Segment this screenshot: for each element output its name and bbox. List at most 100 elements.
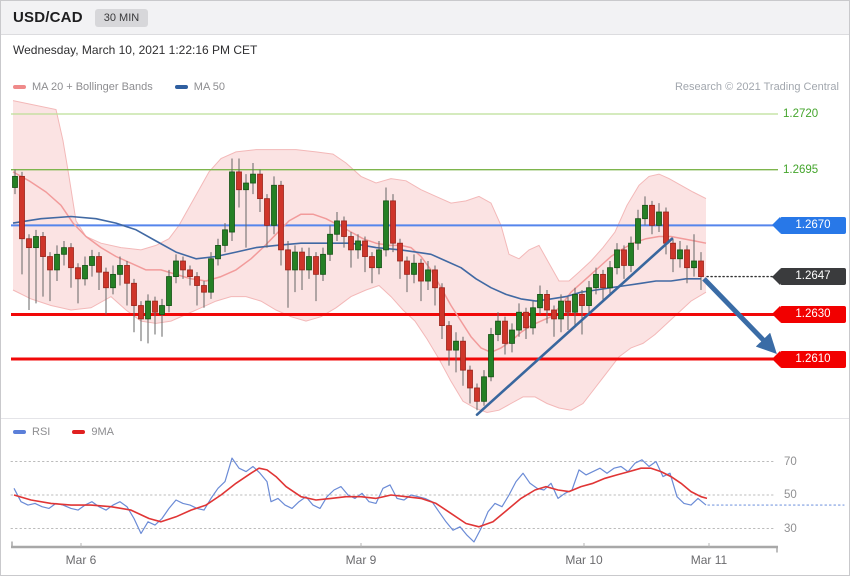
candle-body: [474, 387, 480, 402]
candle-body: [670, 242, 676, 260]
bollinger-lower-edge: [12, 284, 707, 414]
x-axis-label-mar-9: Mar 9: [345, 553, 377, 567]
rsi-panel-divider: [1, 418, 849, 419]
forecast-arrow: [702, 277, 777, 355]
candle-body: [236, 171, 242, 191]
candle-body: [47, 256, 53, 271]
candle-body: [166, 276, 172, 306]
candle-body: [579, 294, 585, 306]
candle-body: [572, 294, 578, 313]
candle-body: [488, 334, 494, 378]
ma20-bollinger-swatch-icon: [13, 85, 26, 89]
candle-body: [586, 287, 592, 306]
candle-body: [159, 305, 165, 315]
candle-body: [663, 211, 669, 244]
price-tag-value: 1.2670: [780, 216, 846, 234]
price-tag-tip-icon: [772, 217, 780, 234]
candles: [12, 158, 704, 411]
candle-body: [152, 300, 158, 313]
candle-body: [411, 262, 417, 275]
candle-body: [362, 240, 368, 257]
candle-body: [460, 340, 466, 371]
credit-label: Research © 2021 Trading Central: [674, 81, 839, 93]
candle-body: [537, 294, 543, 309]
legend-item-ma20-bollinger: MA 20 + Bollinger Bands: [13, 81, 153, 93]
candle-body: [691, 260, 697, 269]
candle-body: [684, 249, 690, 269]
candle-body: [565, 300, 571, 313]
candle-body: [26, 238, 32, 249]
candle-body: [117, 265, 123, 275]
candle-body: [320, 253, 326, 275]
candle-body: [628, 242, 634, 266]
candle-body: [208, 258, 214, 293]
ma50-swatch-icon: [174, 85, 188, 89]
candle-body: [194, 276, 200, 286]
candle-body: [418, 262, 424, 282]
price-tag-tip-icon: [772, 268, 780, 285]
candle-body: [110, 273, 116, 289]
price-tag-value: 1.2647: [780, 268, 846, 286]
candle-body: [453, 340, 459, 351]
candle-body: [103, 271, 109, 289]
bollinger-band: [13, 100, 706, 413]
candle-body: [621, 249, 627, 266]
trendline: [475, 237, 674, 416]
candle-body: [495, 320, 501, 335]
candle-body: [257, 173, 263, 200]
candle-body: [544, 294, 550, 311]
rsi-legend: RSI 9MA: [13, 426, 136, 438]
candle-body: [89, 256, 95, 266]
price-tag-tip-icon: [772, 306, 780, 323]
candle-body: [348, 236, 354, 251]
candle-body: [264, 198, 270, 226]
candle-body: [390, 200, 396, 244]
header: USD/CAD 30 MIN: [1, 1, 849, 35]
candle-body: [82, 265, 88, 280]
candle-body: [271, 184, 277, 226]
candle-body: [54, 253, 60, 271]
rsi-grid-label-30: 30: [784, 522, 797, 535]
candle-body: [642, 204, 648, 220]
candle-body: [201, 285, 207, 293]
rsi-9ma-swatch-icon: [72, 430, 86, 434]
candle-body: [243, 182, 249, 191]
rsi-grid-label-50: 50: [784, 489, 797, 501]
datetime-label: Wednesday, March 10, 2021 1:22:16 PM CET: [13, 43, 258, 57]
price-tag-1.2647: 1.2647: [772, 268, 846, 286]
candle-body: [600, 273, 606, 289]
bollinger-upper-edge: [12, 100, 707, 282]
legend-label: MA 50: [193, 81, 225, 93]
candle-body: [551, 309, 557, 320]
rsi-swatch-icon: [13, 430, 26, 434]
candle-body: [369, 256, 375, 269]
candle-body: [614, 249, 620, 269]
candle-body: [516, 311, 522, 331]
candle-body: [425, 269, 431, 282]
rsi-9ma-line: [13, 467, 708, 528]
candle-body: [33, 236, 39, 249]
candle-body: [285, 249, 291, 271]
candle-body: [306, 256, 312, 271]
candle-body: [68, 247, 74, 269]
candle-body: [530, 307, 536, 329]
candle-body: [635, 218, 641, 244]
candle-body: [481, 376, 487, 402]
symbol-title: USD/CAD: [13, 9, 83, 26]
price-level-label-1.2695: 1.2695: [783, 163, 819, 176]
candle-body: [383, 200, 389, 251]
candle-body: [124, 265, 130, 284]
candle-body: [656, 211, 662, 226]
candle-body: [12, 175, 18, 188]
candle-body: [327, 233, 333, 255]
legend-label: RSI: [32, 426, 51, 438]
candle-body: [180, 260, 186, 271]
candle-body: [439, 287, 445, 326]
candle-body: [467, 369, 473, 389]
candle-body: [173, 260, 179, 277]
legend-item-9ma: 9MA: [72, 426, 114, 438]
candle-body: [222, 229, 228, 246]
candle-body: [215, 245, 221, 260]
timeframe-badge[interactable]: 30 MIN: [94, 8, 149, 27]
